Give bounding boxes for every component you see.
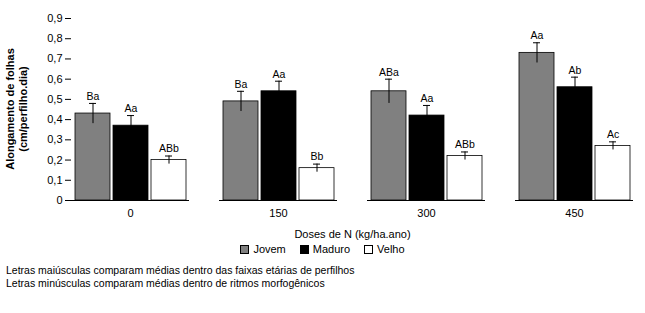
svg-text:Aa: Aa <box>531 29 544 41</box>
svg-text:0: 0 <box>56 194 62 206</box>
svg-text:Aa: Aa <box>125 102 138 114</box>
svg-text:0,5: 0,5 <box>47 93 62 105</box>
svg-text:0,2: 0,2 <box>47 154 62 166</box>
svg-text:450: 450 <box>565 207 583 219</box>
svg-text:300: 300 <box>417 207 435 219</box>
html-text:Letras maiúsculas comparam méd: Letras maiúsculas comparam médias dentro… <box>6 264 355 276</box>
svg-text:Ba: Ba <box>235 78 248 90</box>
html-text:Letras minúsculas comparam méd: Letras minúsculas comparam médias dentro… <box>6 277 325 289</box>
svg-text:Ba: Ba <box>87 90 100 102</box>
svg-text:ABa: ABa <box>379 66 399 78</box>
svg-text:0: 0 <box>127 207 133 219</box>
svg-text:0,4: 0,4 <box>47 113 62 125</box>
svg-text:0,6: 0,6 <box>47 73 62 85</box>
svg-text:ABb: ABb <box>159 142 179 154</box>
svg-text:0,3: 0,3 <box>47 133 62 145</box>
svg-text:Alongamento de folhas(cm/perfi: Alongamento de folhas(cm/perfilho.dia) <box>4 48 29 170</box>
svg-text:0,8: 0,8 <box>47 32 62 44</box>
html-text:Maduro: Maduro <box>312 243 351 255</box>
svg-text:0,7: 0,7 <box>47 52 62 64</box>
svg-text:Bb: Bb <box>311 150 324 162</box>
html-text:Velho: Velho <box>377 243 405 255</box>
svg-text:ABb: ABb <box>455 138 475 150</box>
svg-text:0,1: 0,1 <box>47 174 62 186</box>
svg-text:Doses de N (kg/ha.ano): Doses de N (kg/ha.ano) <box>294 228 410 240</box>
svg-text:Ab: Ab <box>569 64 582 76</box>
svg-text:Aa: Aa <box>421 92 434 104</box>
svg-text:150: 150 <box>269 207 287 219</box>
svg-text:Aa: Aa <box>273 68 286 80</box>
svg-text:0,9: 0,9 <box>47 12 62 24</box>
html-text:Jovem: Jovem <box>253 243 286 255</box>
svg-text:Ac: Ac <box>607 128 619 140</box>
